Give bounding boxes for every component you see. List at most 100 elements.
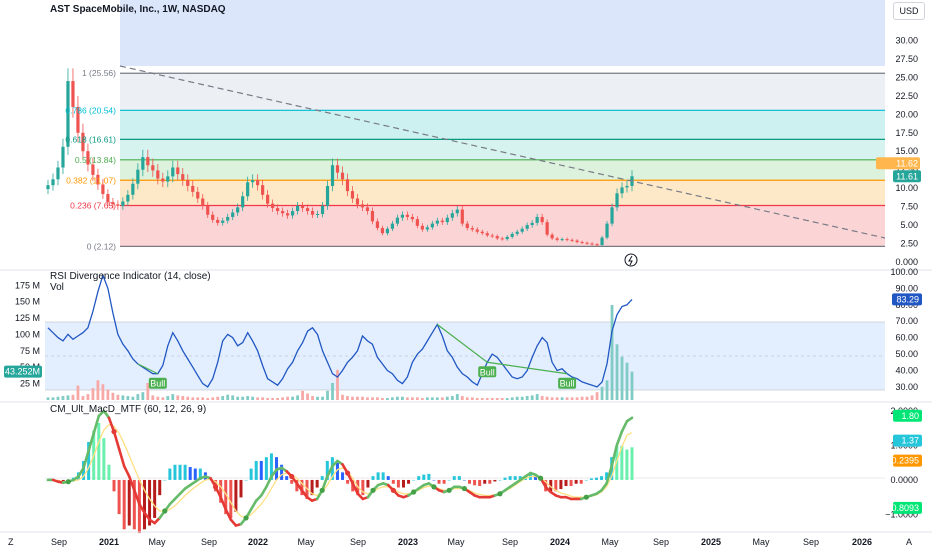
- macd-last-value: 1.37: [901, 436, 919, 446]
- volume-bar: [241, 396, 245, 400]
- macd-hist-bar: [447, 479, 451, 481]
- trend-line[interactable]: [119, 65, 886, 239]
- volume-bar: [321, 396, 324, 400]
- macd-line-segment: [77, 466, 85, 478]
- volume-bar: [525, 396, 529, 400]
- candle-body: [600, 237, 604, 246]
- candle-body: [166, 176, 170, 182]
- macd-line-segment: [138, 502, 146, 515]
- macd-hist-bar: [579, 479, 583, 484]
- macd-hist-bar: [224, 479, 228, 515]
- macd-hist-bar: [82, 460, 86, 480]
- candle-body: [435, 220, 439, 224]
- fib-zone: [120, 110, 885, 140]
- price-candles: [46, 68, 634, 247]
- time-tick: May: [601, 537, 619, 547]
- macd-hist-bar: [584, 479, 588, 481]
- candle-body: [545, 222, 549, 235]
- price-axis[interactable]: 0.000 2.50 5.00 7.50 10.00 12.50 15.00 17.50 20.…: [876, 35, 921, 267]
- fib-level-label: 0.382 (11.07): [66, 175, 116, 185]
- bull-badge: [148, 377, 167, 389]
- bull-badge: [558, 377, 577, 389]
- candle-body: [520, 228, 524, 232]
- candle-body: [620, 187, 624, 194]
- macd-line-segment: [605, 464, 613, 485]
- rsi-title[interactable]: RSI Divergence Indicator (14, close): [50, 271, 211, 282]
- volume-tick: 150 M: [15, 297, 40, 307]
- cross-dot: [319, 487, 325, 493]
- macd-hist-bar: [300, 479, 304, 496]
- volume-title[interactable]: Vol: [50, 282, 64, 293]
- candle-body: [555, 238, 559, 240]
- macd-line-segment: [351, 482, 360, 496]
- macd-title[interactable]: CM_Ult_MacD_MTF (60, 12, 26, 9): [50, 404, 206, 415]
- volume-bar: [106, 389, 110, 400]
- volume-bar: [500, 398, 504, 400]
- macd-hist-bar: [290, 479, 294, 484]
- fib-level-label: 1 (25.56): [82, 68, 116, 78]
- bull-badges: Bull Bull Bull: [148, 366, 577, 389]
- candle-body: [560, 239, 564, 241]
- volume-bar: [440, 397, 444, 400]
- candle-body: [420, 225, 424, 230]
- timezone-icon[interactable]: Z: [8, 537, 14, 547]
- macd-axis[interactable]: −1.00000.00001.00002.00001.801.370.2395−…: [885, 406, 922, 520]
- volume-bar: [515, 396, 519, 400]
- macd-hist-bar: [87, 441, 91, 480]
- price-range-shade: [120, 0, 885, 66]
- candle-body: [585, 242, 589, 244]
- candle-body: [126, 194, 130, 202]
- volume-bar: [495, 398, 499, 400]
- macd-hist-bar: [320, 476, 324, 480]
- macd-hist-bar: [142, 479, 146, 530]
- rsi-tick: 50.00: [895, 349, 918, 359]
- time-axis[interactable]: Sep 2021 May Sep 2022 May Sep 2023 May Sep 2024 May…: [51, 537, 872, 547]
- macd-hist-bar: [407, 479, 411, 484]
- fib-level-label: 0.618 (16.61): [65, 134, 116, 144]
- candle-body: [605, 223, 609, 238]
- cross-dot: [243, 515, 249, 521]
- macd-hist-bar: [534, 476, 538, 480]
- lightning-icon[interactable]: [624, 253, 638, 267]
- macd-line-segment: [122, 464, 131, 478]
- bull-label: Bull: [480, 367, 495, 377]
- volume-bar: [121, 395, 125, 400]
- rsi-axis[interactable]: 30.0040.0050.0060.0070.0080.0090.00100.0…: [890, 267, 922, 392]
- candle-body: [575, 240, 579, 243]
- last-price-alt: 11.62: [896, 158, 918, 168]
- candle-body: [231, 212, 235, 217]
- currency-button[interactable]: USD: [893, 2, 925, 20]
- macd-tick: 0.0000: [890, 475, 918, 485]
- volume-bar: [630, 371, 634, 400]
- volume-bar: [306, 393, 309, 400]
- macd-hist-bar: [325, 460, 329, 480]
- auto-scale-icon[interactable]: A: [906, 537, 912, 547]
- candle-body: [221, 220, 225, 223]
- volume-bar: [71, 394, 75, 400]
- candle-body: [445, 217, 449, 223]
- candle-body: [186, 180, 190, 186]
- volume-bar: [336, 369, 339, 400]
- candle-body: [256, 180, 260, 186]
- candle-body: [251, 180, 255, 183]
- volume-bar: [410, 397, 414, 400]
- cross-dot: [65, 479, 71, 485]
- volume-bar: [615, 344, 619, 400]
- volume-bar: [351, 396, 354, 400]
- candle-body: [400, 214, 404, 218]
- macd-hist-bar: [620, 445, 624, 480]
- candle-body: [216, 219, 220, 223]
- volume-bar: [565, 397, 569, 400]
- candle-body: [510, 233, 514, 237]
- candle-body: [141, 157, 145, 170]
- candle-body: [66, 81, 70, 147]
- divergence-line: [436, 324, 488, 363]
- rsi-tick: 40.00: [895, 365, 918, 375]
- macd-hist-bar: [249, 468, 253, 480]
- candle-body: [191, 185, 195, 192]
- cross-dot: [370, 487, 376, 493]
- volume-bar: [86, 394, 90, 400]
- volume-bar: [276, 398, 280, 400]
